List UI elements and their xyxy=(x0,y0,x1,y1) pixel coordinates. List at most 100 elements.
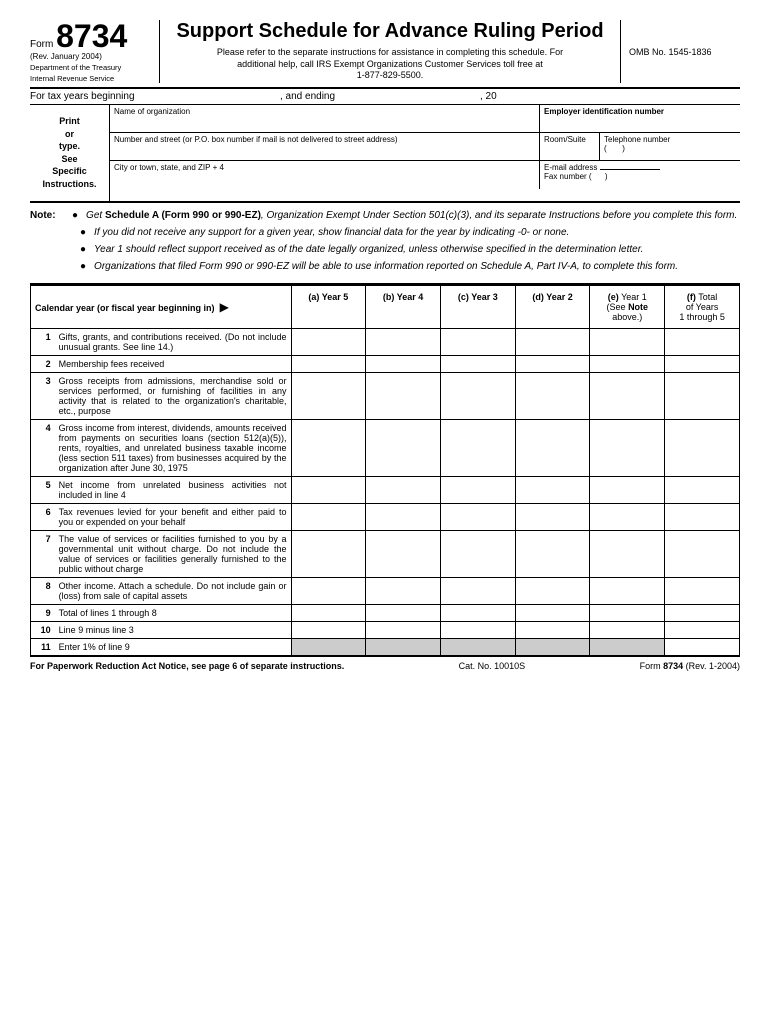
line-description: Gifts, grants, and contributions receive… xyxy=(55,328,291,355)
value-cell[interactable] xyxy=(366,419,441,476)
value-cell[interactable] xyxy=(515,577,590,604)
org-name-field[interactable]: Name of organization xyxy=(110,105,540,133)
value-cell[interactable] xyxy=(515,530,590,577)
value-cell[interactable] xyxy=(590,638,665,655)
org-fields: Name of organization Employer identifica… xyxy=(110,105,740,201)
contact-field[interactable]: E-mail address Fax number ( ) xyxy=(540,161,740,189)
value-cell[interactable] xyxy=(590,530,665,577)
value-cell[interactable] xyxy=(291,476,366,503)
value-cell[interactable] xyxy=(590,577,665,604)
tax-year-beginning: For tax years beginning xyxy=(30,91,280,102)
table-row: 7The value of services or facilities fur… xyxy=(31,530,740,577)
value-cell[interactable] xyxy=(366,604,441,621)
value-cell[interactable] xyxy=(590,604,665,621)
omb-number: OMB No. 1545-1836 xyxy=(629,47,712,57)
value-cell[interactable] xyxy=(590,621,665,638)
value-cell[interactable] xyxy=(291,503,366,530)
value-cell[interactable] xyxy=(366,621,441,638)
value-cell[interactable] xyxy=(440,372,515,419)
value-cell[interactable] xyxy=(590,503,665,530)
value-cell[interactable] xyxy=(440,476,515,503)
form-footer: For Paperwork Reduction Act Notice, see … xyxy=(30,656,740,671)
value-cell[interactable] xyxy=(440,328,515,355)
line-description: Gross receipts from admissions, merchand… xyxy=(55,372,291,419)
value-cell[interactable] xyxy=(291,621,366,638)
line-description: Net income from unrelated business activ… xyxy=(55,476,291,503)
value-cell[interactable] xyxy=(366,355,441,372)
value-cell[interactable] xyxy=(515,604,590,621)
value-cell[interactable] xyxy=(590,419,665,476)
value-cell[interactable] xyxy=(440,638,515,655)
city-field[interactable]: City or town, state, and ZIP + 4 xyxy=(110,161,540,189)
table-row: 2Membership fees received xyxy=(31,355,740,372)
value-cell[interactable] xyxy=(665,530,740,577)
value-cell[interactable] xyxy=(291,577,366,604)
room-field[interactable]: Room/Suite xyxy=(540,133,600,161)
value-cell[interactable] xyxy=(440,355,515,372)
value-cell[interactable] xyxy=(515,621,590,638)
footer-catalog: Cat. No. 10010S xyxy=(459,661,526,671)
value-cell[interactable] xyxy=(515,476,590,503)
value-cell[interactable] xyxy=(366,328,441,355)
value-cell[interactable] xyxy=(440,503,515,530)
value-cell[interactable] xyxy=(515,328,590,355)
value-cell[interactable] xyxy=(515,638,590,655)
value-cell[interactable] xyxy=(665,604,740,621)
line-number: 11 xyxy=(31,638,55,655)
value-cell[interactable] xyxy=(590,476,665,503)
value-cell[interactable] xyxy=(291,530,366,577)
phone-field[interactable]: Telephone number( ) xyxy=(600,133,740,161)
value-cell[interactable] xyxy=(665,476,740,503)
value-cell[interactable] xyxy=(440,604,515,621)
value-cell[interactable] xyxy=(440,621,515,638)
value-cell[interactable] xyxy=(590,372,665,419)
value-cell[interactable] xyxy=(665,372,740,419)
value-cell[interactable] xyxy=(665,621,740,638)
line-number: 2 xyxy=(31,355,55,372)
value-cell[interactable] xyxy=(590,355,665,372)
print-type-label: Printortype.SeeSpecificInstructions. xyxy=(30,105,110,201)
value-cell[interactable] xyxy=(440,419,515,476)
line-description: Total of lines 1 through 8 xyxy=(55,604,291,621)
value-cell[interactable] xyxy=(515,503,590,530)
note-bullet-1: Get Schedule A (Form 990 or 990-EZ), Org… xyxy=(86,209,737,222)
value-cell[interactable] xyxy=(665,419,740,476)
value-cell[interactable] xyxy=(366,476,441,503)
value-cell[interactable] xyxy=(665,638,740,655)
title-block: Support Schedule for Advance Ruling Peri… xyxy=(160,20,620,83)
value-cell[interactable] xyxy=(366,638,441,655)
value-cell[interactable] xyxy=(291,372,366,419)
value-cell[interactable] xyxy=(515,372,590,419)
value-cell[interactable] xyxy=(665,328,740,355)
value-cell[interactable] xyxy=(291,419,366,476)
value-cell[interactable] xyxy=(291,604,366,621)
form-number: 8734 xyxy=(56,18,127,54)
ein-field[interactable]: Employer identification number xyxy=(540,105,740,133)
subtitle-3: 1-877-829-5500. xyxy=(170,70,610,82)
address-field[interactable]: Number and street (or P.O. box number if… xyxy=(110,133,540,161)
form-id-block: Form 8734 (Rev. January 2004) Department… xyxy=(30,20,160,83)
value-cell[interactable] xyxy=(291,328,366,355)
tax-year-ending: , and ending xyxy=(280,91,480,102)
value-cell[interactable] xyxy=(366,372,441,419)
table-row: 5Net income from unrelated business acti… xyxy=(31,476,740,503)
value-cell[interactable] xyxy=(440,577,515,604)
value-cell[interactable] xyxy=(665,355,740,372)
value-cell[interactable] xyxy=(515,419,590,476)
table-row: 1Gifts, grants, and contributions receiv… xyxy=(31,328,740,355)
value-cell[interactable] xyxy=(665,503,740,530)
note-bullet-2: If you did not receive any support for a… xyxy=(94,226,569,239)
value-cell[interactable] xyxy=(366,530,441,577)
value-cell[interactable] xyxy=(590,328,665,355)
note-bullet-4: Organizations that filed Form 990 or 990… xyxy=(94,260,678,273)
value-cell[interactable] xyxy=(665,577,740,604)
omb-block: OMB No. 1545-1836 xyxy=(620,20,740,83)
value-cell[interactable] xyxy=(440,530,515,577)
table-row: 3Gross receipts from admissions, merchan… xyxy=(31,372,740,419)
value-cell[interactable] xyxy=(515,355,590,372)
value-cell[interactable] xyxy=(366,577,441,604)
col-year4: (b) Year 4 xyxy=(366,285,441,328)
value-cell[interactable] xyxy=(291,638,366,655)
value-cell[interactable] xyxy=(366,503,441,530)
value-cell[interactable] xyxy=(291,355,366,372)
